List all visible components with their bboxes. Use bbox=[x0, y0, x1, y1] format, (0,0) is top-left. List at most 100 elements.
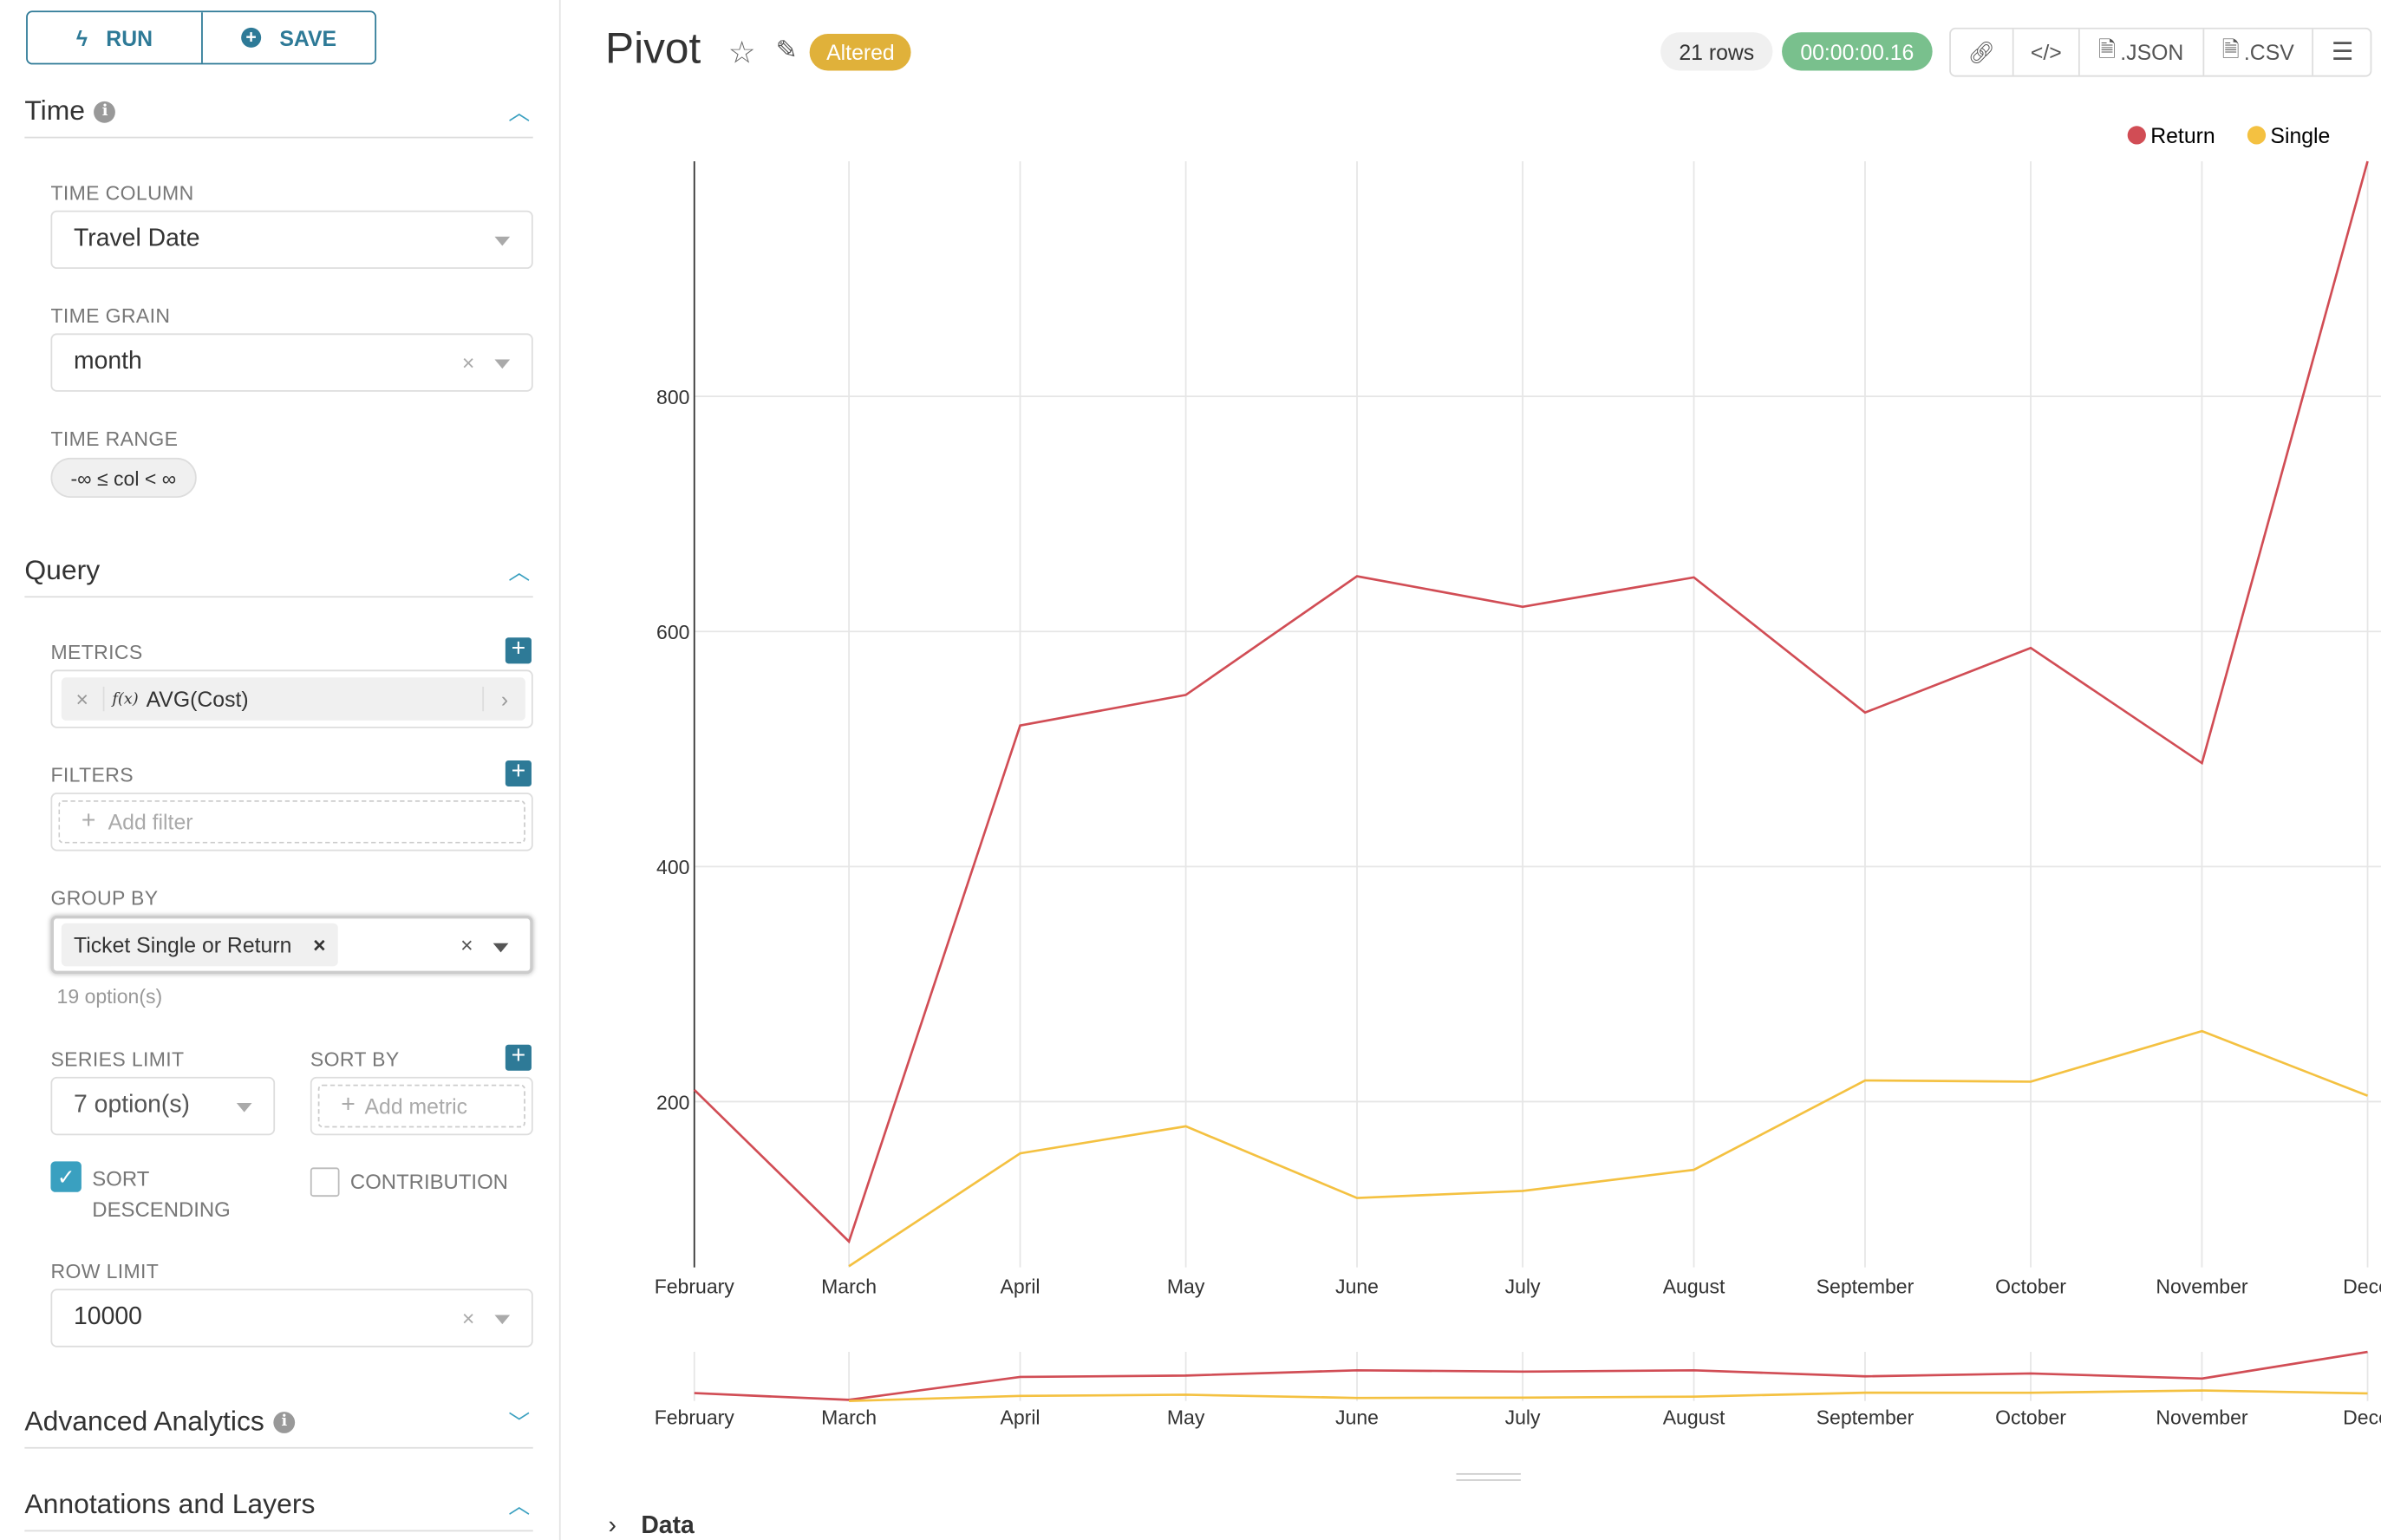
add-filter-label: Add filter bbox=[108, 809, 193, 834]
clear-icon[interactable]: × bbox=[461, 349, 475, 375]
plus-icon: + bbox=[341, 1092, 356, 1119]
select-value: 7 option(s) bbox=[74, 1092, 190, 1119]
caret-down-icon bbox=[493, 943, 509, 953]
menu-icon[interactable]: ☰ bbox=[2313, 29, 2371, 75]
section-title: Advanced Analytics bbox=[24, 1406, 264, 1437]
time-range-pill[interactable]: -∞ ≤ col < ∞ bbox=[50, 457, 197, 498]
caret-down-icon bbox=[494, 359, 511, 369]
brush-x-tick-label: Dece bbox=[2343, 1406, 2381, 1428]
csv-label: .CSV bbox=[2243, 40, 2294, 65]
group-by-select[interactable]: Ticket Single or Return × × bbox=[50, 915, 533, 975]
plus-icon: + bbox=[81, 807, 96, 834]
sort-by-box: + Add metric bbox=[310, 1076, 533, 1136]
contribution-checkbox[interactable] bbox=[310, 1167, 340, 1197]
link-icon[interactable]: 🔗︎ bbox=[1967, 39, 1996, 64]
add-metric-label: Add metric bbox=[364, 1093, 468, 1119]
caret-down-icon bbox=[494, 236, 511, 246]
brush-x-tick-label: June bbox=[1335, 1406, 1379, 1428]
caret-down-icon bbox=[236, 1103, 252, 1113]
legend-label[interactable]: Return bbox=[2150, 125, 2215, 148]
sort-descending-label: SORT DESCENDING bbox=[92, 1167, 231, 1222]
run-button[interactable]: ϟ RUN bbox=[28, 12, 201, 62]
run-save-group: ϟ RUN + SAVE bbox=[26, 10, 377, 65]
save-label: SAVE bbox=[279, 25, 337, 50]
advanced-analytics-header[interactable]: Advanced Analytics i ﹀ bbox=[24, 1396, 533, 1449]
add-filter-button[interactable]: + Add filter bbox=[58, 800, 525, 844]
x-tick-label: November bbox=[2156, 1276, 2248, 1298]
filters-label: FILTERS bbox=[50, 763, 134, 787]
altered-badge[interactable]: Altered bbox=[809, 33, 912, 71]
time-section-header[interactable]: Time i ︿ bbox=[24, 86, 533, 139]
row-limit-select[interactable]: 10000 × bbox=[50, 1289, 533, 1348]
select-value: month bbox=[74, 349, 142, 375]
time-grain-label: TIME GRAIN bbox=[50, 303, 171, 328]
chevron-up-icon[interactable]: ︿ bbox=[508, 558, 531, 584]
sort-descending-checkbox[interactable]: ✓ bbox=[50, 1161, 82, 1192]
chevron-down-icon[interactable]: ﹀ bbox=[508, 1409, 531, 1434]
clear-icon[interactable]: × bbox=[461, 1305, 475, 1331]
chevron-right-icon[interactable]: › bbox=[482, 686, 525, 712]
info-icon[interactable]: i bbox=[273, 1411, 296, 1433]
brush-x-tick-label: August bbox=[1663, 1406, 1725, 1428]
json-label: .JSON bbox=[2120, 40, 2184, 65]
chevron-up-icon[interactable]: ︿ bbox=[508, 99, 531, 124]
time-grain-select[interactable]: month × bbox=[50, 333, 533, 392]
bolt-icon: ϟ bbox=[75, 25, 88, 50]
add-metric-sort-button[interactable]: + Add metric bbox=[317, 1084, 525, 1128]
brush-x-tick-label: May bbox=[1167, 1406, 1205, 1428]
data-section-toggle[interactable]: › Data bbox=[609, 1513, 695, 1540]
add-filter-plus-button[interactable]: + bbox=[505, 760, 532, 787]
select-value: 10000 bbox=[74, 1304, 142, 1331]
star-icon[interactable]: ☆ bbox=[727, 36, 756, 71]
filters-box: + Add filter bbox=[50, 793, 533, 852]
query-timer: 00:00:00.16 bbox=[1782, 32, 1933, 71]
time-range-label: TIME RANGE bbox=[50, 427, 179, 451]
resize-handle[interactable] bbox=[1456, 1472, 1521, 1481]
x-tick-label: July bbox=[1505, 1276, 1541, 1298]
series-line-return bbox=[693, 160, 2369, 1244]
remove-tag-icon[interactable]: × bbox=[313, 932, 326, 957]
x-tick-label: October bbox=[1995, 1276, 2066, 1298]
brush-line-single bbox=[849, 1389, 2368, 1402]
x-tick-label: March bbox=[821, 1276, 877, 1298]
chart-title[interactable]: Pivot bbox=[605, 24, 701, 73]
row-limit-label: ROW LIMIT bbox=[50, 1259, 160, 1283]
chart-area: Pivot ☆ ✎ Altered 21 rows 00:00:00.16 🔗︎… bbox=[562, 0, 2381, 1540]
x-tick-label: May bbox=[1167, 1276, 1205, 1298]
y-tick-label: 200 bbox=[656, 1091, 689, 1113]
brush-x-tick-label: October bbox=[1995, 1406, 2066, 1428]
embed-code-icon[interactable]: </> bbox=[2012, 29, 2078, 75]
export-json-button[interactable]: 🗎 .JSON bbox=[2078, 29, 2202, 75]
plus-circle-icon: + bbox=[241, 27, 262, 48]
export-csv-button[interactable]: 🗎 .CSV bbox=[2202, 29, 2313, 75]
caret-down-icon bbox=[494, 1315, 511, 1325]
add-sort-button[interactable]: + bbox=[505, 1044, 532, 1071]
chart-actions: 🔗︎ </> 🗎 .JSON 🗎 .CSV ☰ bbox=[1949, 27, 2373, 77]
time-column-select[interactable]: Travel Date bbox=[50, 210, 533, 270]
select-value: Travel Date bbox=[74, 225, 200, 252]
section-title: Query bbox=[24, 554, 101, 585]
chevron-right-icon: › bbox=[608, 1513, 616, 1540]
brush-x-tick-label: March bbox=[821, 1406, 877, 1428]
metrics-select: × f(x) AVG(Cost) › bbox=[50, 669, 533, 728]
x-tick-label: June bbox=[1335, 1276, 1379, 1298]
annotations-header[interactable]: Annotations and Layers ︿ bbox=[24, 1479, 533, 1532]
series-line-single bbox=[848, 1029, 2369, 1268]
series-limit-select[interactable]: 7 option(s) bbox=[50, 1076, 276, 1136]
brush-x-tick-label: July bbox=[1505, 1406, 1541, 1428]
query-section-header[interactable]: Query ︿ bbox=[24, 545, 533, 598]
save-button[interactable]: + SAVE bbox=[201, 12, 375, 63]
legend-label[interactable]: Single bbox=[2270, 125, 2330, 148]
fx-icon: f(x) bbox=[112, 690, 139, 708]
x-tick-label: September bbox=[1817, 1276, 1915, 1298]
edit-icon[interactable]: ✎ bbox=[775, 35, 798, 65]
add-metric-button[interactable]: + bbox=[505, 636, 532, 664]
info-icon[interactable]: i bbox=[94, 101, 116, 122]
x-tick-label: February bbox=[655, 1276, 735, 1298]
clear-icon[interactable]: × bbox=[460, 932, 473, 957]
legend-swatch bbox=[2127, 126, 2146, 145]
metric-value[interactable]: AVG(Cost) bbox=[146, 686, 249, 712]
time-column-label: TIME COLUMN bbox=[50, 181, 194, 205]
chevron-up-icon[interactable]: ︿ bbox=[508, 1492, 531, 1517]
remove-metric-icon[interactable]: × bbox=[62, 686, 105, 712]
